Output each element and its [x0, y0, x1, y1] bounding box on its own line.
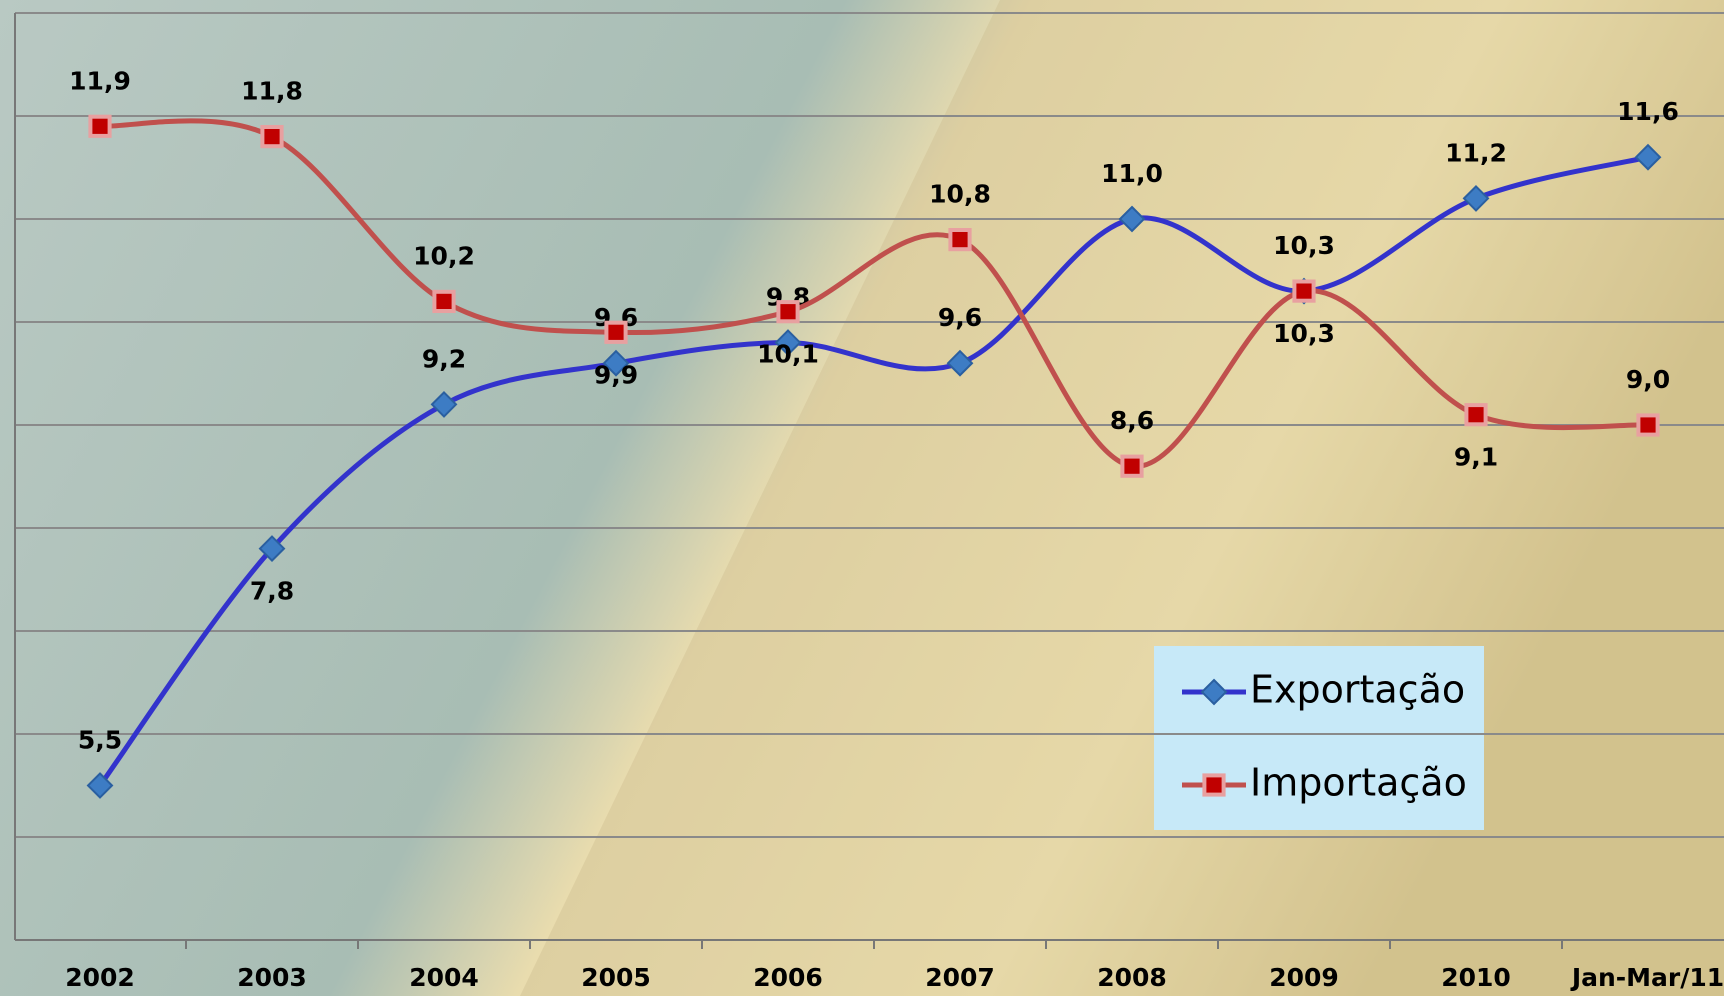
data-label: 11,6 — [1617, 97, 1679, 126]
series-line — [97, 154, 1649, 787]
data-label: 11,8 — [241, 77, 303, 106]
data-label: 8,6 — [1110, 406, 1154, 435]
data-label: 7,8 — [250, 577, 294, 606]
data-label: 10,8 — [929, 180, 991, 209]
marker — [1634, 143, 1662, 171]
x-tick-label: 2003 — [237, 963, 307, 992]
x-tick-label: Jan-Mar/11 — [1570, 963, 1724, 992]
data-label: 11,9 — [69, 66, 131, 95]
marker — [948, 228, 972, 252]
data-label: 5,5 — [78, 726, 122, 755]
legend-marker — [1202, 773, 1226, 797]
legend-label: Exportação — [1250, 668, 1465, 712]
data-label: 9,0 — [1626, 365, 1670, 394]
data-label: 10,3 — [1273, 231, 1335, 260]
legend-box — [1154, 646, 1484, 830]
x-tick-label: 2010 — [1441, 963, 1511, 992]
data-label: 10,3 — [1273, 319, 1335, 348]
legend-label: Importação — [1250, 761, 1467, 805]
x-tick-label: 2007 — [925, 963, 995, 992]
x-tick-label: 2009 — [1269, 963, 1339, 992]
data-label: 10,1 — [757, 340, 819, 369]
legend-marker — [1200, 678, 1228, 706]
data-label: 11,0 — [1101, 159, 1163, 188]
x-tick-label: 2004 — [409, 963, 479, 992]
data-label: 10,2 — [413, 241, 475, 270]
series-line — [99, 118, 1649, 469]
x-tick-label: 2008 — [1097, 963, 1167, 992]
x-tick-label: 2006 — [753, 963, 823, 992]
marker — [604, 320, 628, 344]
marker — [1120, 454, 1144, 478]
marker — [260, 125, 284, 149]
marker — [258, 535, 286, 563]
marker — [602, 349, 630, 377]
marker — [774, 329, 802, 357]
marker — [776, 300, 800, 324]
marker — [86, 772, 114, 799]
marker — [1464, 403, 1488, 427]
marker — [432, 289, 456, 313]
marker — [946, 349, 974, 377]
marker — [1636, 413, 1660, 437]
data-label: 9,1 — [1454, 443, 1498, 472]
marker — [1292, 279, 1316, 303]
marker — [1462, 184, 1490, 212]
x-tick-label: 2005 — [581, 963, 651, 992]
marker — [88, 114, 112, 138]
marker — [430, 390, 458, 418]
x-tick-label: 2002 — [65, 963, 135, 992]
data-label: 9,9 — [594, 360, 638, 389]
marker — [1118, 205, 1146, 233]
data-label: 11,2 — [1445, 138, 1507, 167]
data-label: 9,6 — [938, 303, 982, 332]
data-label: 9,2 — [422, 344, 466, 373]
